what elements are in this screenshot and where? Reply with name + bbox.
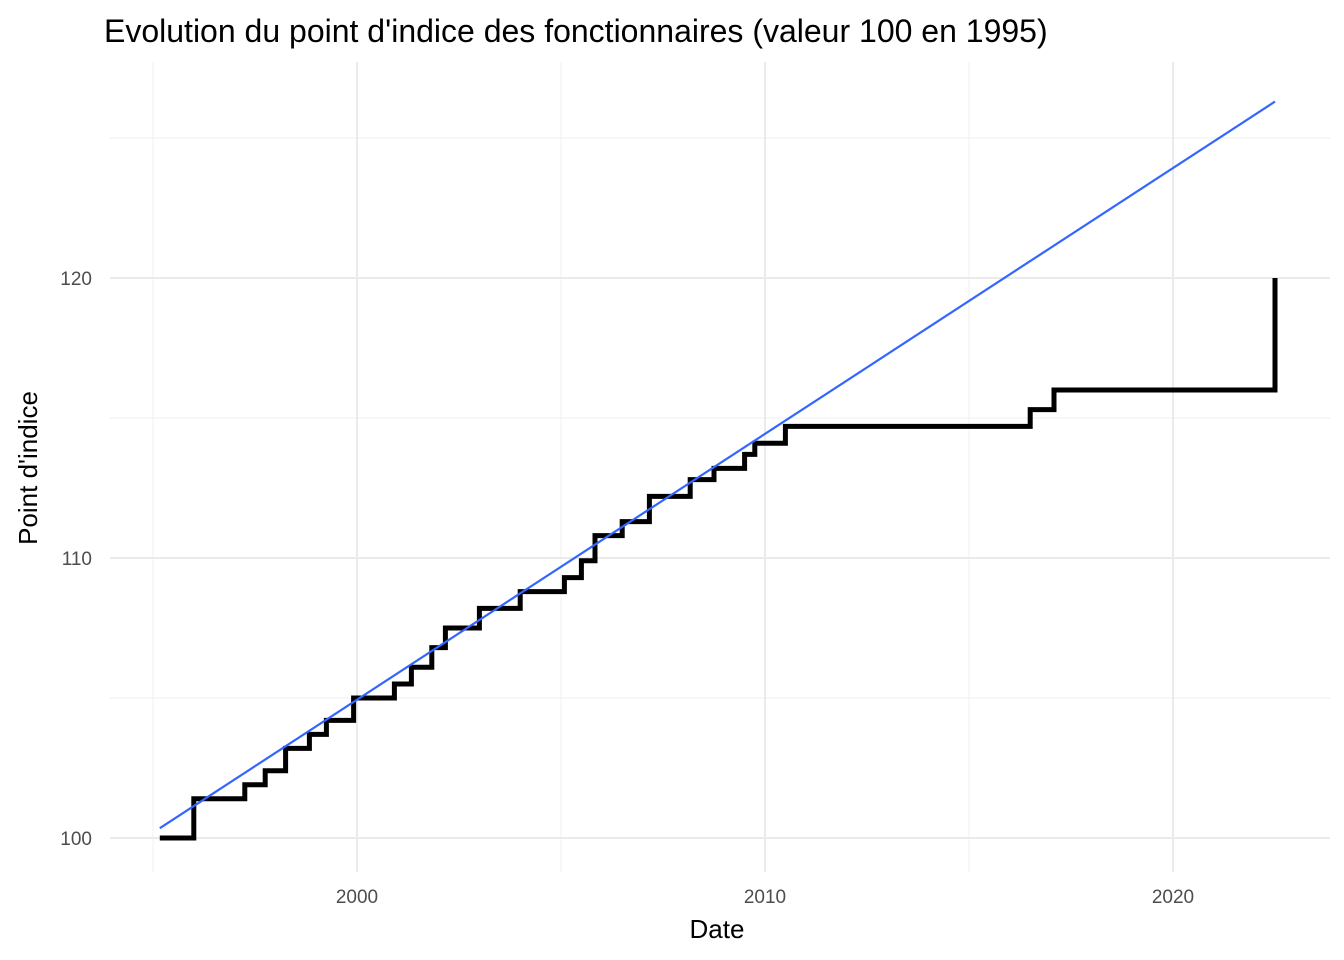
series-layer (159, 100, 1278, 841)
index-step-line (159, 278, 1278, 841)
y-tick-label: 100 (60, 829, 92, 850)
x-tick-label: 2010 (744, 887, 786, 908)
y-tick-label: 110 (62, 549, 92, 570)
grid-layer (110, 62, 1330, 872)
trend-line (159, 100, 1276, 830)
y-tick-label: 120 (60, 269, 92, 290)
tick-layer: 2000 2010 2020 100 110 120 (60, 269, 1194, 908)
y-axis-title: Point d'indice (13, 391, 43, 545)
x-tick-label: 2020 (1152, 887, 1194, 908)
x-axis-title: Date (690, 914, 745, 944)
chart-title: Evolution du point d'indice des fonction… (104, 13, 1048, 49)
x-tick-label: 2000 (336, 887, 378, 908)
